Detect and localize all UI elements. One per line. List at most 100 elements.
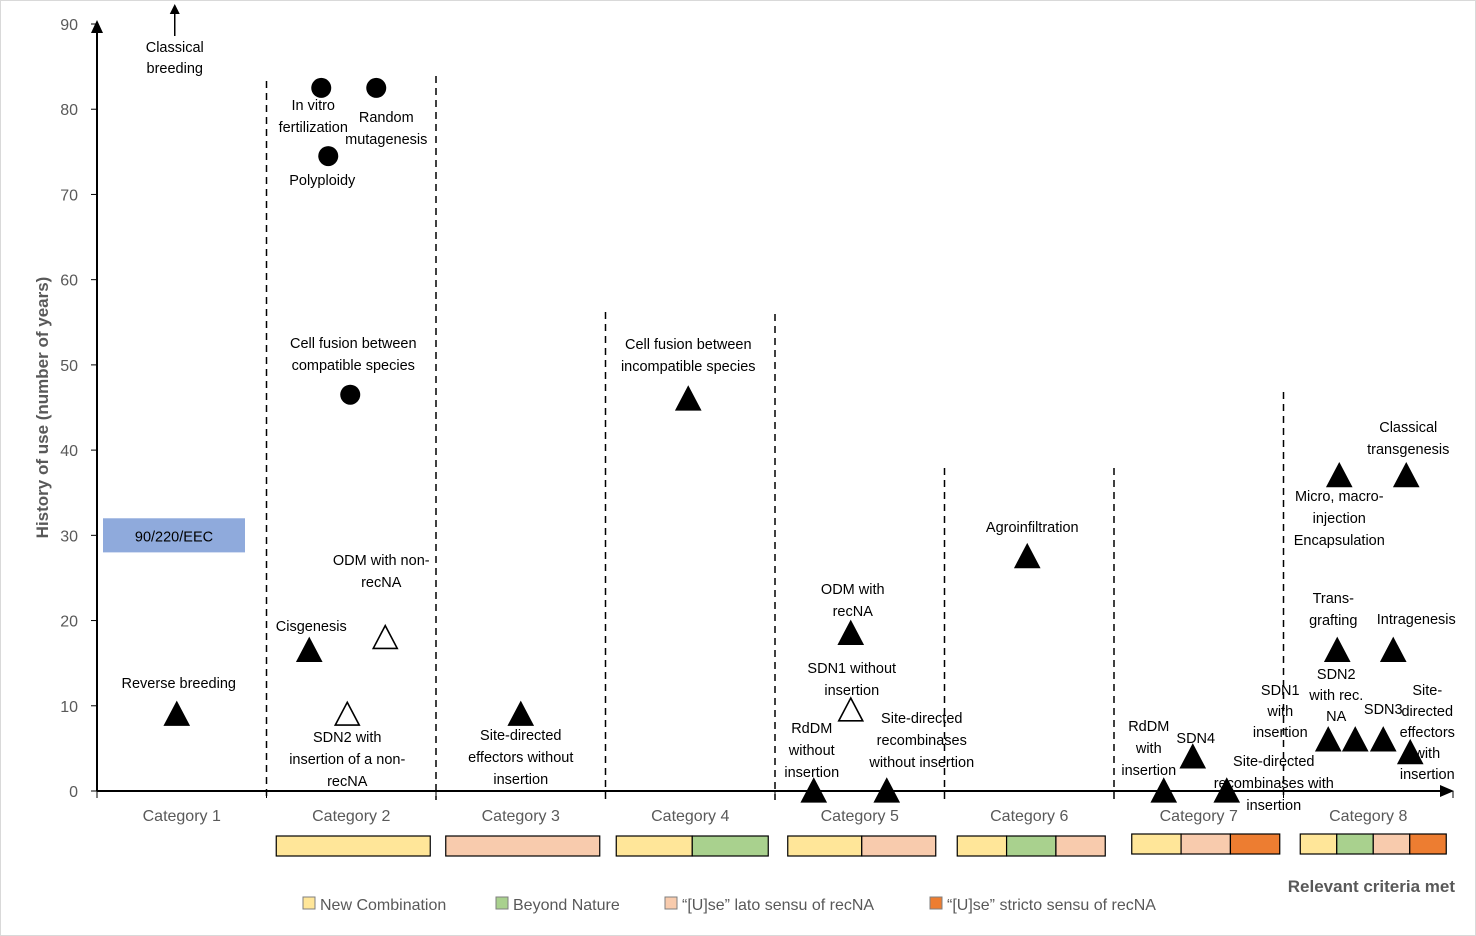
- data-point-triangle: [1341, 726, 1369, 752]
- legend-label: “[U]se” stricto sensu of recNA: [947, 897, 1156, 914]
- y-tick-label: 0: [69, 784, 78, 801]
- criteria-segment-use-lato: [1372, 833, 1411, 855]
- category-label: Category 7: [1160, 808, 1238, 825]
- data-point-label: Site-directed effectors with insertion: [1400, 683, 1455, 783]
- data-point-label: Cisgenesis: [276, 619, 347, 635]
- data-point-triangle: [1213, 777, 1241, 803]
- data-point-circle: [311, 77, 332, 98]
- category-label: Category 4: [651, 808, 729, 825]
- criteria-segment-new-combination: [1299, 833, 1338, 855]
- y-tick-label: 40: [60, 443, 78, 460]
- data-point-triangle: [800, 777, 828, 803]
- data-point-triangle: [1392, 461, 1420, 488]
- classical-breeding-arrowhead: [169, 4, 180, 14]
- data-point-label: Site-directed effectors without insertion: [468, 728, 573, 788]
- data-point-triangle: [163, 700, 191, 726]
- criteria-segment-new-combination: [1131, 833, 1182, 855]
- category-dividers: [265, 76, 1285, 800]
- data-point-label: SDN3: [1364, 702, 1403, 718]
- criteria-segment-new-combination: [615, 835, 693, 857]
- classical-breeding-label: Classical breeding: [146, 40, 204, 77]
- data-point-label: SDN1 with insertion: [1253, 683, 1308, 741]
- data-point-triangle: [507, 700, 535, 726]
- legend-swatch-use-lato: [664, 896, 678, 910]
- x-axis-title: Relevant criteria met: [1288, 877, 1456, 896]
- category-label: Category 8: [1329, 808, 1407, 825]
- y-tick-label: 80: [60, 102, 78, 119]
- legend-swatch-new-combination: [302, 896, 316, 910]
- legend-swatch-use-stricto: [929, 896, 943, 910]
- category-label: Category 2: [312, 808, 390, 825]
- data-point-label: SDN2 with insertion of a non-recNA: [289, 730, 405, 790]
- data-point-open-triangle: [371, 623, 399, 650]
- criteria-segment-use-lato: [1055, 835, 1106, 857]
- data-point-label: Classical transgenesis: [1367, 420, 1449, 458]
- data-point-label: Trans-grafting: [1309, 591, 1357, 629]
- data-point-label: SDN4: [1176, 731, 1215, 747]
- data-point-label: RdDM with insertion: [1121, 719, 1176, 779]
- data-point-label: SDN1 without insertion: [807, 661, 896, 699]
- criteria-segment-use-lato: [861, 835, 937, 857]
- data-point-triangle: [837, 619, 865, 645]
- legend-label: New Combination: [320, 897, 446, 914]
- y-tick-label: 20: [60, 614, 78, 631]
- data-point-label: RdDM without insertion: [784, 721, 839, 781]
- criteria-segment-beyond-nature: [1005, 835, 1057, 857]
- criteria-segment-use-lato: [1180, 833, 1232, 855]
- data-point-triangle: [1369, 726, 1397, 752]
- category-label: Category 5: [821, 808, 899, 825]
- data-point-open-triangle: [333, 700, 361, 726]
- category-label: Category 3: [482, 808, 560, 825]
- data-point-triangle: [1396, 738, 1424, 765]
- criteria-segment-new-combination: [956, 835, 1008, 857]
- data-point-label: Cell fusion between incompatible species: [621, 337, 756, 375]
- y-tick-label: 90: [60, 17, 78, 34]
- data-point-triangle: [1179, 743, 1207, 769]
- data-point-label: SDN2 with rec. NA: [1308, 667, 1363, 725]
- y-tick-label: 30: [60, 528, 78, 545]
- data-point-triangle: [1314, 726, 1342, 752]
- data-point-label: Site-directed recombinases without inserti…: [868, 711, 974, 771]
- data-point-label: Cell fusion between compatible species: [290, 336, 417, 374]
- legend-label: Beyond Nature: [513, 897, 620, 914]
- criteria-segment-new-combination: [275, 835, 431, 857]
- data-point-triangle: [1379, 636, 1407, 662]
- data-point-label: Agroinfiltration: [986, 520, 1079, 536]
- data-point-triangle: [1323, 636, 1351, 662]
- regulation-band-label: 90/220/EEC: [135, 529, 213, 545]
- criteria-segment-beyond-nature: [691, 835, 769, 857]
- y-axis-arrowhead: [91, 20, 103, 33]
- data-point-label: Reverse breeding: [122, 676, 236, 692]
- data-point-label: In vitro fertilization: [279, 98, 348, 136]
- criteria-segment-new-combination: [787, 835, 863, 857]
- data-point-label: Intragenesis: [1377, 612, 1456, 628]
- category-label: Category 6: [990, 808, 1068, 825]
- data-point-circle: [366, 77, 387, 98]
- data-point-triangle: [1013, 542, 1041, 569]
- reference-band-layer: 90/220/EEC: [103, 518, 245, 553]
- data-point-circle: [318, 146, 339, 167]
- legend-label: “[U]se” lato sensu of recNA: [682, 897, 874, 914]
- data-point-label: Random mutagenesis: [345, 110, 427, 148]
- data-point-label: ODM with non-recNA: [333, 553, 430, 591]
- data-point-triangle: [873, 777, 901, 803]
- y-tick-label: 60: [60, 273, 78, 290]
- point-labels: Classical breeding In vitro fertilizationRa…: [122, 40, 1456, 814]
- y-tick-label: 10: [60, 699, 78, 716]
- y-tick-label: 50: [60, 358, 78, 375]
- criteria-segment-beyond-nature: [1336, 833, 1374, 855]
- data-point-label: Polyploidy: [289, 173, 356, 189]
- criteria-segment-use-stricto: [1409, 833, 1447, 855]
- data-point-triangle: [674, 385, 702, 411]
- data-point-triangle: [1325, 461, 1353, 488]
- data-point-circle: [340, 384, 361, 405]
- legend-swatch-beyond-nature: [495, 896, 509, 910]
- data-point-label: Site-directed recombinases with insertion: [1214, 754, 1334, 814]
- y-tick-label: 70: [60, 187, 78, 204]
- criteria-segment-use-lato: [445, 835, 601, 857]
- category-label: Category 1: [143, 808, 221, 825]
- y-axis-title: History of use (number of years): [33, 277, 52, 539]
